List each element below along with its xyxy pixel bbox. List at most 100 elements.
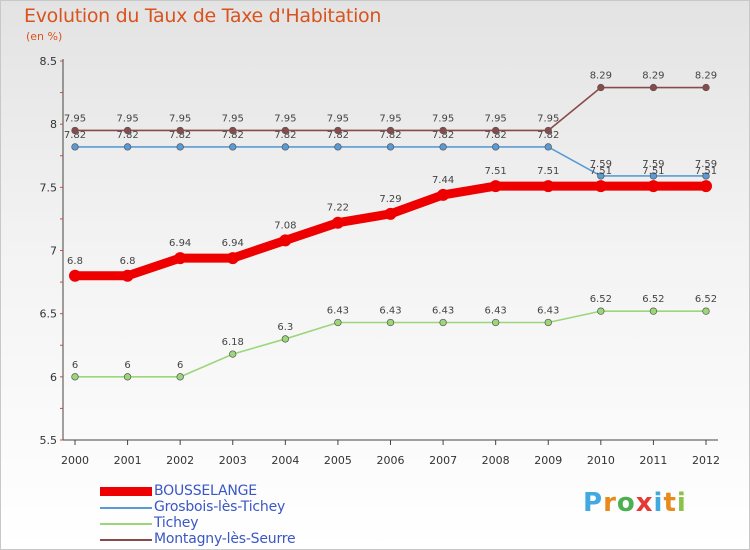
x-tick-label: 2001 — [114, 454, 142, 467]
data-label: 7.95 — [169, 113, 191, 124]
legend-label: Grosbois-lès-Tichey — [154, 499, 286, 515]
data-point — [384, 207, 397, 220]
data-label: 6.43 — [432, 306, 454, 317]
data-label: 7.82 — [274, 130, 296, 141]
data-label: 6.94 — [222, 238, 244, 249]
data-label: 6.3 — [277, 322, 293, 333]
data-label: 7.59 — [695, 159, 717, 170]
data-point — [594, 180, 607, 193]
x-tick-label: 2005 — [324, 454, 352, 467]
data-point — [386, 318, 395, 327]
data-point — [492, 126, 500, 135]
data-point — [176, 126, 184, 135]
data-point — [121, 269, 134, 282]
logo-letter: x — [635, 488, 654, 518]
data-label: 7.95 — [379, 113, 401, 124]
data-point — [544, 318, 552, 327]
data-point — [281, 126, 289, 135]
legend-swatch-montagny — [100, 539, 152, 541]
data-point — [702, 307, 710, 315]
data-label: 6.18 — [222, 337, 244, 348]
data-label: 6.52 — [590, 294, 612, 305]
data-label: 6.43 — [379, 306, 401, 317]
data-label: 6.8 — [120, 256, 136, 267]
data-label: 7.82 — [222, 130, 244, 141]
data-point — [489, 180, 502, 193]
data-label: 7.51 — [485, 166, 507, 177]
data-label: 7.82 — [116, 130, 138, 141]
data-label: 6.52 — [642, 294, 664, 305]
x-tick-label: 2000 — [61, 454, 89, 467]
data-point — [176, 373, 184, 381]
logo-letter: t — [663, 488, 677, 518]
data-point — [229, 126, 237, 135]
y-tick-label: 6 — [50, 371, 57, 384]
data-point — [439, 126, 447, 135]
data-point — [597, 172, 605, 180]
data-label: 6.94 — [169, 238, 191, 249]
x-tick-label: 2011 — [639, 454, 667, 467]
y-tick-label: 7.5 — [40, 181, 58, 194]
data-label: 8.29 — [590, 71, 612, 82]
logo-letter: r — [603, 488, 617, 518]
data-label: 7.95 — [327, 113, 349, 124]
data-label: 6.8 — [67, 256, 83, 267]
x-tick-label: 2002 — [166, 454, 194, 467]
data-point — [174, 252, 187, 265]
data-label: 7.95 — [116, 113, 138, 124]
data-label: 6.43 — [485, 306, 507, 317]
data-label: 8.29 — [642, 71, 664, 82]
data-point — [492, 318, 500, 327]
x-tick-label: 2012 — [692, 454, 720, 467]
data-label: 7.82 — [485, 130, 507, 141]
data-label: 7.82 — [537, 130, 559, 141]
data-label: 7.95 — [537, 113, 559, 124]
data-point — [123, 126, 132, 135]
data-point — [71, 126, 79, 135]
data-point — [69, 269, 81, 282]
x-tick-label: 2003 — [219, 454, 247, 467]
chart-title: Evolution du Taux de Taxe d'Habitation — [24, 5, 382, 27]
data-label: 6 — [124, 360, 130, 371]
data-point — [71, 373, 79, 381]
data-label: 7.82 — [169, 130, 191, 141]
proxiti-logo: Proxiti — [583, 488, 687, 518]
data-point — [386, 126, 395, 135]
chart-subtitle: (en %) — [26, 30, 63, 43]
data-point — [176, 143, 184, 151]
data-label: 7.82 — [64, 130, 86, 141]
data-label: 7.51 — [695, 166, 717, 177]
logo-letter: P — [583, 488, 604, 518]
logo-letter: i — [653, 488, 664, 518]
x-tick-label: 2010 — [587, 454, 615, 467]
y-tick-label: 5.5 — [40, 434, 58, 447]
data-label: 7.82 — [379, 130, 401, 141]
legend-label: Montagny-lès-Seurre — [154, 531, 296, 547]
data-point — [597, 307, 605, 315]
data-label: 6 — [177, 360, 183, 371]
data-point — [439, 143, 447, 151]
data-label: 8.29 — [695, 71, 717, 82]
data-label: 7.95 — [274, 113, 296, 124]
data-label: 7.95 — [485, 113, 507, 124]
data-point — [649, 83, 658, 92]
data-point — [544, 143, 552, 151]
data-point — [439, 318, 447, 327]
data-label: 7.22 — [327, 203, 349, 214]
data-point — [700, 180, 712, 193]
data-point — [649, 307, 658, 315]
data-point — [597, 83, 605, 92]
data-point — [279, 234, 292, 247]
data-point — [281, 143, 289, 151]
data-point — [123, 143, 132, 151]
data-point — [386, 143, 395, 151]
data-point — [281, 335, 289, 343]
x-tick-label: 2006 — [377, 454, 405, 467]
data-label: 6.43 — [537, 306, 559, 317]
data-label: 6.43 — [327, 306, 349, 317]
data-label: 7.08 — [274, 220, 296, 231]
data-label: 7.82 — [327, 130, 349, 141]
data-point — [334, 143, 342, 151]
data-label: 7.51 — [642, 166, 664, 177]
